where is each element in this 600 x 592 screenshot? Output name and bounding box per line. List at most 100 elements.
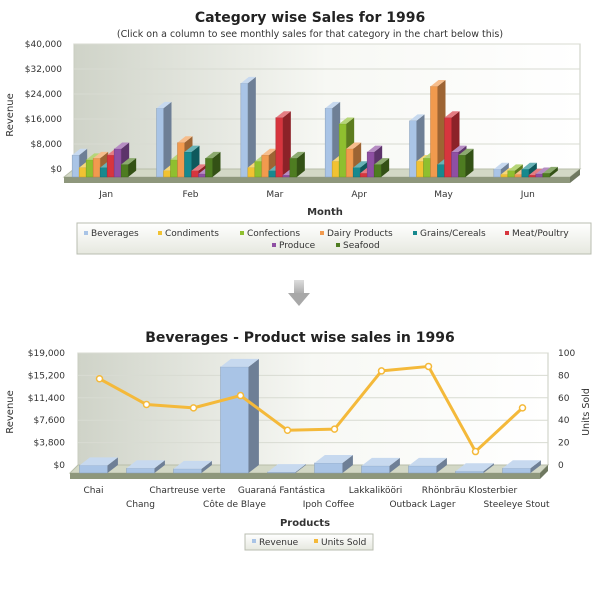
units-point-c-te-de-blaye[interactable] (236, 391, 245, 400)
bar-may-produce-front[interactable] (451, 151, 459, 178)
bar-lakkalik-ri[interactable] (361, 457, 400, 474)
bar-mar-meat-poultry-front[interactable] (275, 117, 284, 178)
bar-lakkalik-ri-side[interactable] (389, 457, 400, 473)
bar-jun-seafood-front[interactable] (542, 173, 551, 178)
bar-apr-meat-poultry-front[interactable] (359, 173, 368, 178)
bar-feb-meat-poultry-top[interactable] (191, 164, 207, 171)
bar-may-seafood-side[interactable] (465, 148, 474, 177)
bar-feb-seafood-side[interactable] (212, 151, 221, 177)
bar-feb-grains-cereals-top[interactable] (184, 145, 200, 152)
bar-chartreuse-verte-side[interactable] (201, 460, 212, 473)
bar-may-meat-poultry-front[interactable] (444, 117, 452, 178)
bar-jun-condiments-front[interactable] (500, 174, 509, 178)
bar-jun-grains-cereals-top[interactable] (521, 162, 537, 170)
bar-may-dairy-products[interactable] (430, 79, 446, 178)
bar-feb-seafood-top[interactable] (205, 151, 221, 159)
bar-outback-lager[interactable] (408, 457, 447, 474)
bar-feb-seafood[interactable] (205, 151, 221, 178)
bar-feb-condiments-front[interactable] (163, 170, 171, 178)
bar-jan-dairy-products-front[interactable] (92, 158, 101, 178)
bar-apr-confections-front[interactable] (338, 123, 347, 178)
bar-ipoh-coffee-top[interactable] (314, 454, 353, 463)
bar-steeleye-stout-front[interactable] (502, 468, 531, 474)
bar-jun-produce-top[interactable] (535, 167, 551, 174)
bar-mar-grains-cereals-front[interactable] (268, 170, 277, 178)
bar-may-produce-top[interactable] (451, 145, 467, 152)
bar-apr-confections-top[interactable] (339, 117, 355, 124)
bar-jun-grains-cereals-front[interactable] (521, 168, 530, 178)
bar-guaran-fant-stica-front[interactable] (267, 471, 296, 474)
bar-mar-confections-front[interactable] (254, 161, 263, 178)
bar-may-dairy-products-top[interactable] (430, 79, 446, 87)
bar-chai-front[interactable] (79, 465, 108, 474)
bar-outback-lager-side[interactable] (436, 457, 447, 473)
bar-apr-beverages-front[interactable] (324, 108, 333, 178)
units-point-chartreuse-verte[interactable] (189, 404, 198, 412)
bar-mar-meat-poultry-side[interactable] (282, 111, 291, 177)
bar-jun-dairy-products-front[interactable] (514, 174, 523, 178)
bar-chang-side[interactable] (154, 460, 165, 473)
bar-apr-grains-cereals-top[interactable] (353, 161, 369, 168)
bar-jan-confections-front[interactable] (85, 159, 94, 178)
bar-jan-meat-poultry-front[interactable] (106, 154, 115, 178)
bar-apr-seafood[interactable] (373, 158, 390, 178)
bar-jun-confections-top[interactable] (507, 164, 523, 171)
bar-may-beverages-front[interactable] (409, 120, 417, 178)
bar-feb-beverages[interactable] (156, 101, 172, 178)
units-point-ipoh-coffee[interactable] (330, 425, 339, 433)
bar-c-te-de-blaye-side[interactable] (248, 358, 259, 473)
bar-may-meat-poultry-top[interactable] (444, 111, 460, 118)
units-point-steeleye-stout[interactable] (518, 404, 527, 412)
units-point-guaran-fant-stica[interactable] (283, 426, 292, 435)
bar-lakkalik-ri-top[interactable] (361, 457, 400, 466)
bar-outback-lager-front[interactable] (408, 465, 437, 474)
bar-jan-produce-top[interactable] (114, 142, 130, 149)
bar-jan-produce-front[interactable] (113, 148, 122, 178)
bar-apr-produce-top[interactable] (367, 145, 383, 152)
bar-rh-nbr-u-klosterbier-side[interactable] (483, 463, 494, 473)
bar-jan-dairy-products-top[interactable] (93, 151, 109, 159)
bar-apr-grains-cereals-front[interactable] (352, 167, 361, 178)
bar-jan-beverages-front[interactable] (71, 154, 80, 178)
bar-chang-front[interactable] (126, 468, 155, 474)
bar-feb-confections-front[interactable] (170, 159, 178, 178)
bar-jan-seafood-front[interactable] (120, 164, 129, 178)
bar-chai-side[interactable] (107, 457, 118, 473)
bar-steeleye-stout-side[interactable] (530, 460, 541, 473)
bar-c-te-de-blaye-front[interactable] (220, 366, 249, 474)
bar-mar-dairy-products-front[interactable] (261, 154, 270, 178)
bar-jan-condiments-front[interactable] (78, 167, 87, 178)
bar-chartreuse-verte[interactable] (173, 460, 212, 474)
bar-mar-seafood-side[interactable] (296, 151, 305, 177)
bar-chang-top[interactable] (126, 460, 165, 469)
bar-ipoh-coffee-front[interactable] (314, 462, 343, 474)
bar-may-grains-cereals-front[interactable] (437, 164, 445, 178)
bar-jan-grains-cereals-front[interactable] (99, 167, 108, 178)
bar-chai-top[interactable] (79, 457, 118, 466)
bar-mar-dairy-products-top[interactable] (261, 148, 277, 156)
bar-apr-seafood-top[interactable] (374, 158, 390, 165)
bar-feb-beverages-top[interactable] (156, 101, 172, 109)
bar-guaran-fant-stica-top[interactable] (267, 464, 306, 473)
bar-guaran-fant-stica[interactable] (267, 464, 306, 474)
bar-feb-dairy-products-front[interactable] (177, 142, 185, 178)
bar-jan-seafood[interactable] (120, 158, 137, 178)
bar-apr-dairy-products-top[interactable] (346, 142, 362, 149)
bar-mar-seafood-top[interactable] (289, 151, 305, 159)
bar-may-condiments-front[interactable] (416, 161, 424, 178)
bar-may-seafood-front[interactable] (458, 154, 466, 178)
bar-chai[interactable] (79, 457, 118, 474)
bar-mar-beverages[interactable] (240, 76, 256, 178)
bar-rh-nbr-u-klosterbier-top[interactable] (455, 463, 494, 472)
bar-jan-seafood-side[interactable] (128, 158, 137, 177)
bar-feb-produce-front[interactable] (198, 173, 206, 178)
bar-mar-beverages-front[interactable] (240, 83, 249, 178)
bar-apr-beverages-top[interactable] (325, 101, 341, 109)
bar-mar-seafood-front[interactable] (289, 158, 298, 178)
bar-rh-nbr-u-klosterbier-front[interactable] (455, 470, 484, 474)
bar-jun-seafood-top[interactable] (542, 166, 558, 174)
bar-apr-seafood-side[interactable] (381, 158, 390, 177)
bar-may-seafood-top[interactable] (458, 148, 474, 156)
units-point-chai[interactable] (95, 375, 104, 383)
bar-jun-meat-poultry-top[interactable] (528, 168, 544, 176)
